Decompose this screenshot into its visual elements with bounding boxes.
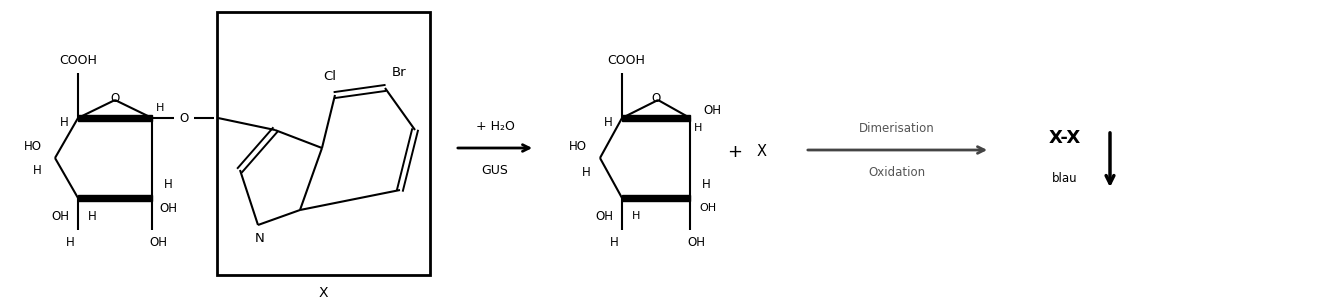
Text: X: X <box>318 286 328 300</box>
Text: COOH: COOH <box>607 54 645 67</box>
Text: OH: OH <box>149 236 166 248</box>
Text: N: N <box>256 233 265 246</box>
Text: HO: HO <box>24 140 43 153</box>
Text: Br: Br <box>392 65 406 78</box>
Text: OH: OH <box>51 209 69 223</box>
Text: H: H <box>32 164 41 177</box>
Polygon shape <box>79 195 152 201</box>
Polygon shape <box>622 195 690 201</box>
Text: O: O <box>111 92 120 105</box>
Text: GUS: GUS <box>482 164 509 177</box>
Text: HO: HO <box>569 140 587 153</box>
Text: Oxidation: Oxidation <box>868 165 926 178</box>
Text: OH: OH <box>595 209 613 223</box>
Text: H: H <box>164 178 172 191</box>
Text: H: H <box>156 103 164 113</box>
Text: blau: blau <box>1052 171 1078 185</box>
Text: OH: OH <box>687 236 705 248</box>
Text: OH: OH <box>159 202 177 215</box>
Text: H: H <box>88 209 96 223</box>
Text: + H₂O: + H₂O <box>476 119 514 133</box>
Text: OH: OH <box>699 203 717 213</box>
Text: H: H <box>694 123 702 133</box>
Polygon shape <box>79 115 152 121</box>
Text: Cl: Cl <box>324 71 337 84</box>
Text: O: O <box>651 92 661 105</box>
Text: X-X: X-X <box>1048 129 1082 147</box>
Text: H: H <box>65 236 75 248</box>
Text: O: O <box>180 112 189 125</box>
Text: H: H <box>702 178 710 191</box>
Polygon shape <box>622 115 690 121</box>
Text: H: H <box>610 236 618 248</box>
Text: H: H <box>582 165 590 178</box>
Text: Dimerisation: Dimerisation <box>859 122 935 134</box>
Text: +: + <box>727 143 742 161</box>
Text: COOH: COOH <box>59 54 97 67</box>
Text: H: H <box>603 116 613 130</box>
Text: OH: OH <box>703 103 721 116</box>
Bar <box>217 12 430 275</box>
Text: X: X <box>757 144 767 160</box>
Text: H: H <box>631 211 641 221</box>
Text: H: H <box>60 116 68 130</box>
